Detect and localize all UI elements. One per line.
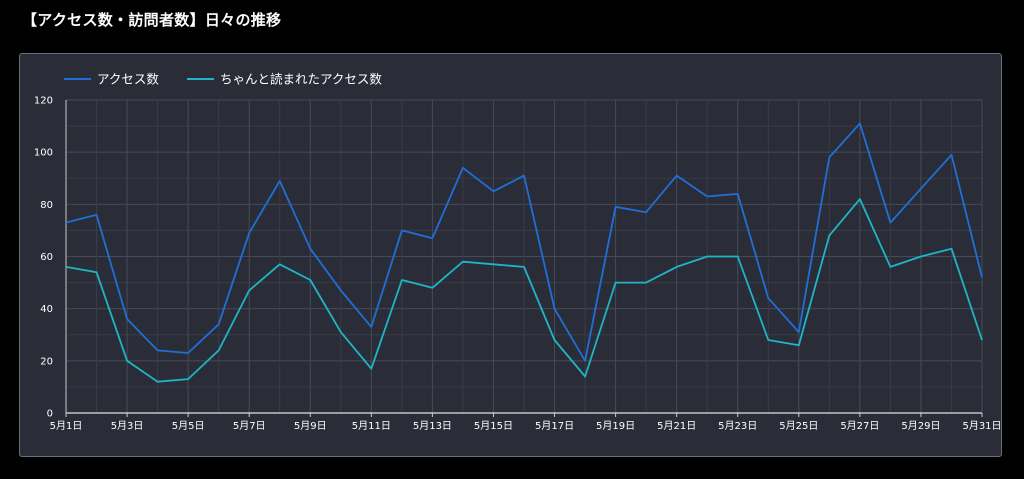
grid-layer: [65, 99, 983, 413]
x-tick-label: 5月27日: [840, 420, 879, 432]
y-tick-label: 80: [40, 200, 53, 211]
x-tick-label: 5月7日: [233, 420, 266, 432]
x-tick-label: 5月25日: [779, 420, 818, 432]
x-tick-label: 5月21日: [657, 420, 696, 432]
chart-panel: 0 20 40 60 80 100 120 5月1日 5月3日 5月5日 5月7日 5月9日 5月11日…: [19, 53, 1002, 457]
series-line-1: [65, 122, 983, 362]
x-tick-label: 5月11日: [352, 420, 391, 432]
x-tick-label: 5月23日: [718, 420, 757, 432]
legend-label-1: アクセス数: [97, 72, 159, 87]
y-tick-label: 120: [34, 96, 53, 107]
x-tick-label: 5月17日: [535, 420, 574, 432]
x-tick-label: 5月1日: [50, 420, 83, 432]
x-tick-label: 5月13日: [413, 420, 452, 432]
x-tick-label: 5月15日: [474, 420, 513, 432]
y-tick-label: 0: [47, 409, 53, 420]
x-tick-label: 5月5日: [172, 420, 205, 432]
x-tick-label: 5月19日: [596, 420, 635, 432]
line-chart: 0 20 40 60 80 100 120 5月1日 5月3日 5月5日 5月7日 5月9日 5月11日…: [34, 72, 1002, 433]
y-tick-label: 40: [40, 304, 53, 315]
y-tick-label: 60: [40, 252, 53, 263]
y-tick-label: 20: [40, 356, 53, 367]
y-tick-label: 100: [34, 148, 53, 159]
series-line-2: [65, 198, 983, 383]
x-tick-label: 5月9日: [294, 420, 327, 432]
x-tick-label: 5月29日: [901, 420, 940, 432]
page-title: 【アクセス数・訪問者数】日々の推移: [22, 11, 282, 29]
x-tick-label: 5月31日: [962, 420, 1001, 432]
x-tick-label: 5月3日: [111, 420, 144, 432]
series-layer: [65, 122, 983, 383]
legend-label-2: ちゃんと読まれたアクセス数: [220, 72, 382, 87]
axis-layer: 0 20 40 60 80 100 120 5月1日 5月3日 5月5日 5月7日 5月9日 5月11日…: [34, 96, 1002, 433]
legend: アクセス数 ちゃんと読まれたアクセス数: [64, 72, 382, 87]
